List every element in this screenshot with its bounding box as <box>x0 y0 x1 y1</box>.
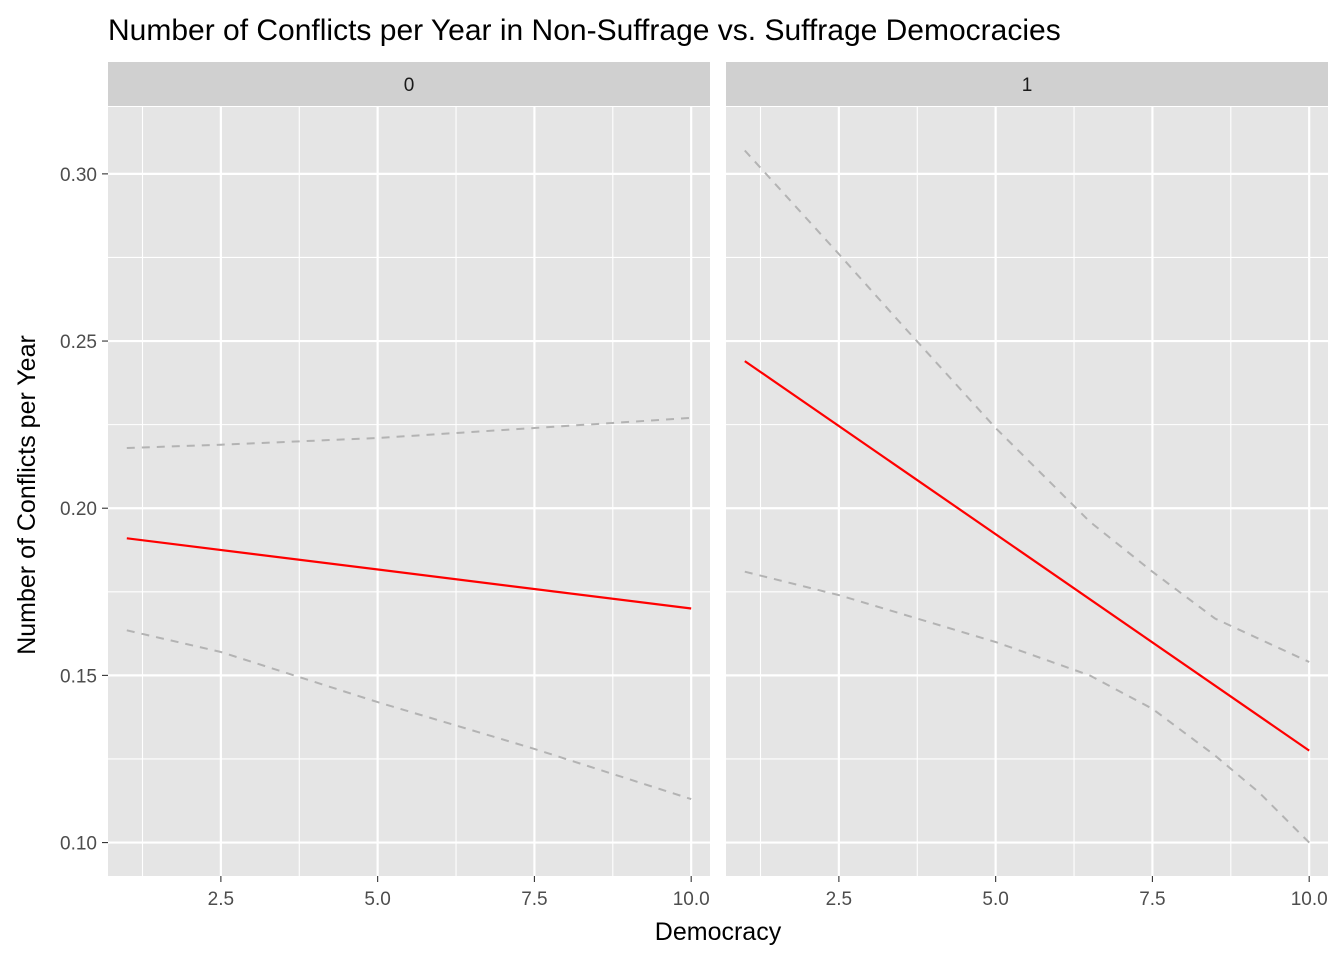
y-tick-label: 0.30 <box>60 165 97 186</box>
series-line-upper <box>744 149 1310 663</box>
panels-layer: 0 2.5 5.0 7.5 10.0 1 2.5 5.0 7.5 10.0 <box>108 62 1328 910</box>
x-tick-label: 2.5 <box>826 889 852 910</box>
y-tick-label: 0.25 <box>60 332 97 353</box>
x-tick-label: 7.5 <box>1139 889 1165 910</box>
series-line-upper <box>126 416 692 449</box>
facet-strip <box>108 62 710 106</box>
x-tick-label: 5.0 <box>364 889 390 910</box>
series-line-lower <box>744 570 1310 844</box>
panel-background <box>726 107 1328 876</box>
facet-strip-label: 1 <box>1022 75 1033 96</box>
chart-title: Number of Conflicts per Year in Non-Suff… <box>108 14 1061 47</box>
facet-strip-label: 0 <box>404 75 415 96</box>
y-tick-label: 0.15 <box>60 666 97 687</box>
facet-panel-1: 1 2.5 5.0 7.5 10.0 <box>726 62 1328 910</box>
series-line-fit <box>126 537 692 610</box>
y-tick-label: 0.20 <box>60 499 97 520</box>
x-tick-label: 10.0 <box>1291 889 1328 910</box>
y-axis: 0.10 0.15 0.20 0.25 0.30 <box>60 165 108 855</box>
y-axis-title: Number of Conflicts per Year <box>13 335 41 655</box>
series-line-fit <box>744 360 1310 752</box>
x-tick-label: 2.5 <box>208 889 234 910</box>
facet-strip <box>726 62 1328 106</box>
panel-background <box>108 107 710 876</box>
series-line-lower <box>126 629 692 801</box>
x-axis-title: Democracy <box>655 918 782 946</box>
x-tick-label: 10.0 <box>673 889 710 910</box>
x-tick-label: 7.5 <box>521 889 547 910</box>
facet-panel-0: 0 2.5 5.0 7.5 10.0 <box>108 62 710 910</box>
x-tick-label: 5.0 <box>982 889 1008 910</box>
y-tick-label: 0.10 <box>60 834 97 855</box>
